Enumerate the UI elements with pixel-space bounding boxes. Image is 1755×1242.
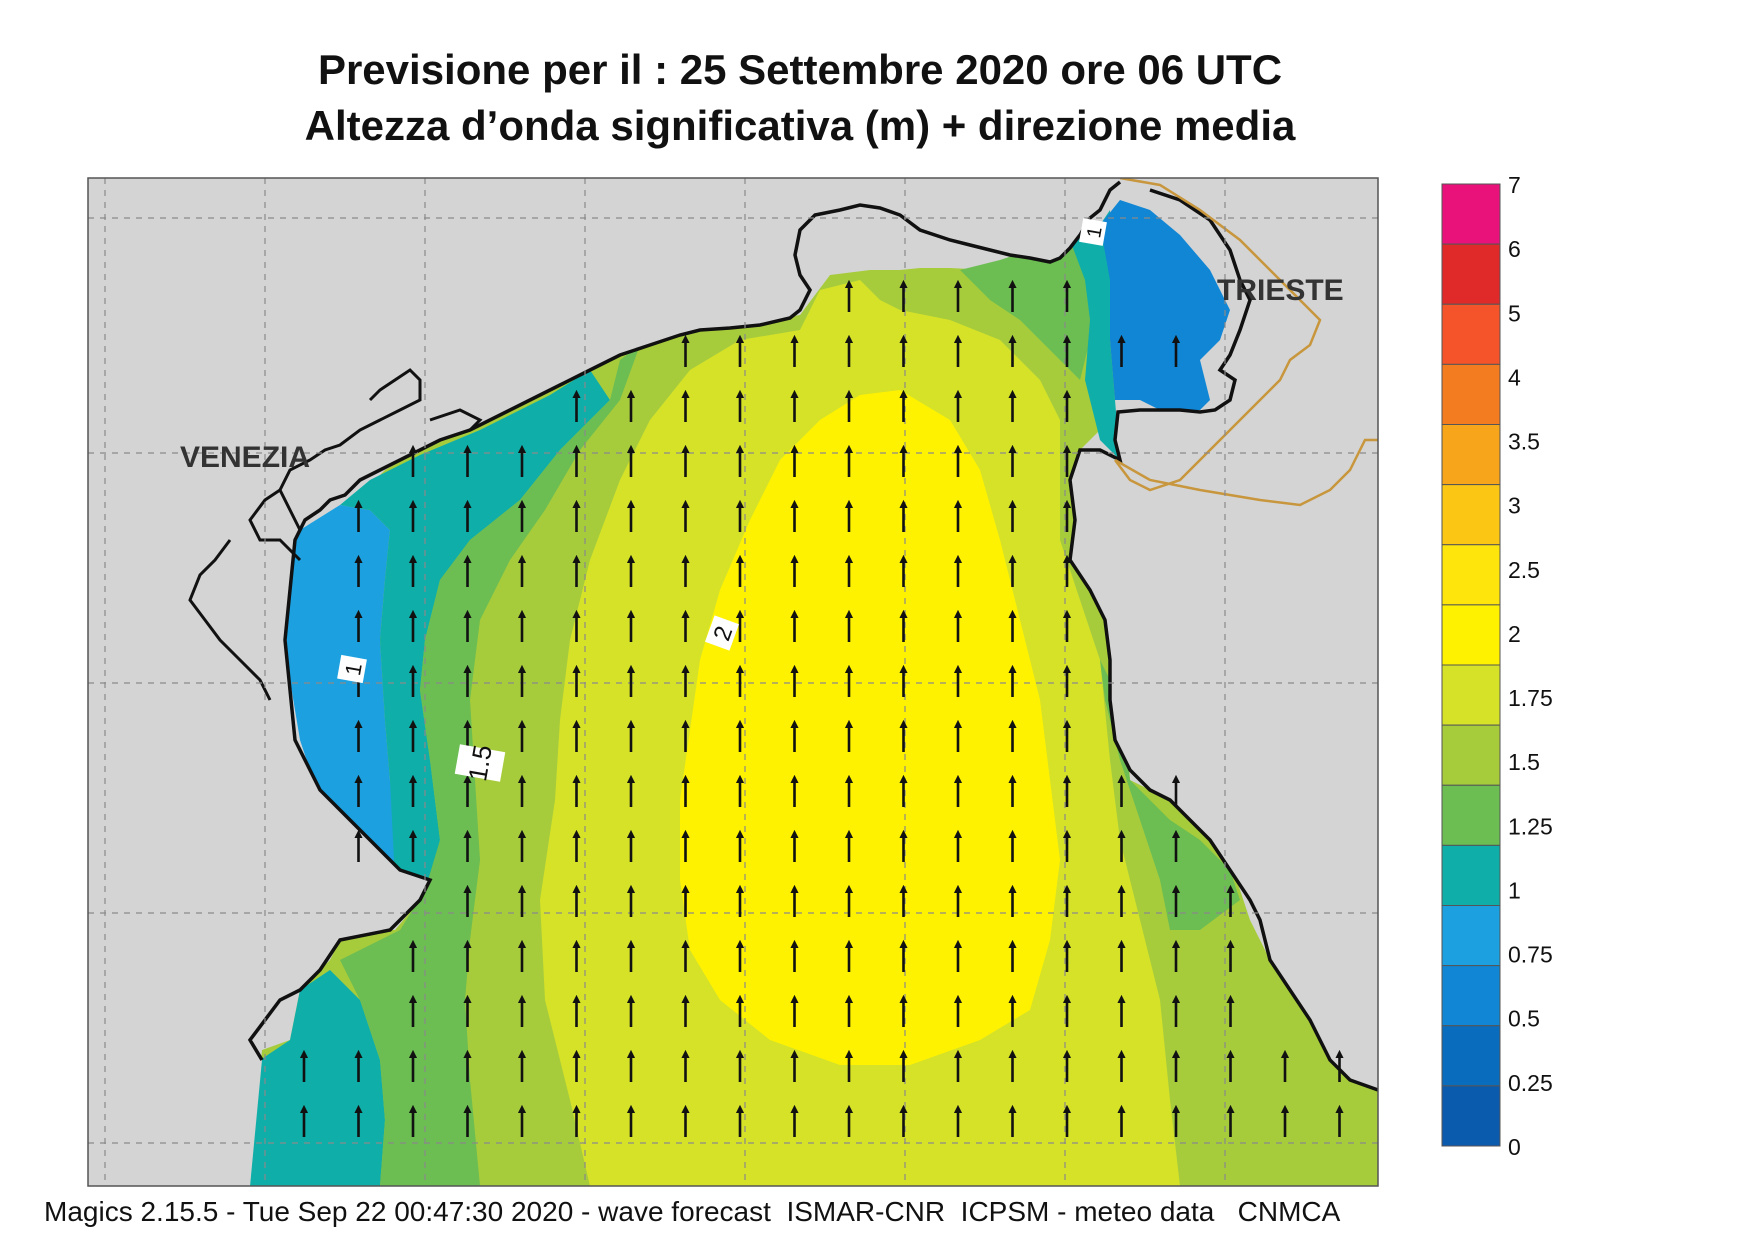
title-line-2: Altezza d’onda significativa (m) + direz… [304, 102, 1296, 149]
venice-lagoon [188, 368, 483, 701]
contour-value: 1.5 [462, 743, 498, 784]
colorbar-segment [1441, 905, 1501, 967]
colorbar-tick-label: 7 [1508, 172, 1521, 198]
colorbar-tick-label: 2 [1508, 621, 1521, 647]
place-label-trieste: TRIESTE [1217, 274, 1344, 307]
sea-band-2-2.5 [680, 390, 1060, 1065]
colorbar-tick-label: 1.25 [1508, 813, 1553, 839]
colorbar-segment [1441, 544, 1501, 606]
sea-band-1-1.25 [340, 370, 610, 900]
land-east [1070, 178, 1378, 1090]
colorbar-tick-label: 0 [1508, 1134, 1521, 1160]
colorbar-segment [1441, 1085, 1501, 1147]
colorbar-legend: 7 6 5 4 3.5 3 2.5 2 1.75 1.5 1.25 1 0.75 0.5 0.25 0 [1441, 172, 1553, 1160]
colorbar-segment [1441, 844, 1501, 906]
sea-band-1.25-1.5-ne [960, 240, 1090, 380]
colorbar-segment [1441, 1025, 1501, 1087]
land [88, 178, 1378, 1186]
colorbar-tick-label: 4 [1508, 364, 1521, 390]
colorbar-segment [1441, 484, 1501, 546]
colorbar-tick-label: 3.5 [1508, 429, 1540, 455]
contour-label-1-northeast: 1 [1079, 218, 1107, 246]
colorbar-tick-label: 2.5 [1508, 557, 1540, 583]
wave-direction-arrows [299, 279, 1344, 1137]
colorbar-tick-label: 6 [1508, 236, 1521, 262]
colorbar-segment [1441, 965, 1501, 1027]
border-line-2 [1114, 438, 1378, 507]
coastline [247, 180, 1378, 1092]
colorbar-segment [1441, 183, 1501, 245]
contour-value: 1 [1083, 225, 1107, 240]
sea-band-0.75-1 [285, 505, 425, 900]
contour-label-2: 2 [704, 615, 740, 651]
place-label-venezia: VENEZIA [180, 441, 310, 474]
colorbar-tick-label: 0.75 [1508, 942, 1553, 968]
graticule [88, 178, 1378, 1186]
colorbar-tick-label: 0.25 [1508, 1070, 1553, 1096]
title-line-1: Previsione per il : 25 Settembre 2020 or… [317, 46, 1283, 93]
colorbar-tick-label: 1 [1508, 877, 1521, 903]
footer-credits: Magics 2.15.5 - Tue Sep 22 00:47:30 2020… [44, 1196, 1341, 1227]
colorbar-tick-label: 0.5 [1508, 1006, 1540, 1032]
border-line [1114, 178, 1322, 492]
colorbar-segment [1441, 664, 1501, 726]
contour-label-1-west: 1 [337, 654, 367, 684]
sea-band-1-1.25-sw [250, 970, 385, 1186]
colorbar-segment [1441, 724, 1501, 786]
colorbar-segment [1441, 363, 1501, 425]
map-area [88, 178, 1378, 1186]
contour-label-1.5: 1.5 [454, 743, 506, 784]
sea-band-1.25-1.5 [340, 345, 640, 1186]
colorbar-segment [1441, 784, 1501, 846]
sea-band-1-1.25-ne [1070, 210, 1120, 460]
map-frame [87, 177, 1379, 1187]
contour-value: 1 [340, 661, 367, 677]
sea-band-0.5-1-ne [1100, 200, 1230, 410]
sea-band-1.25-1.5-e [1100, 660, 1240, 930]
colorbar-tick-label: 1.75 [1508, 685, 1553, 711]
colorbar-tick-label: 3 [1508, 493, 1521, 519]
colorbar-segment [1441, 303, 1501, 365]
colorbar-tick-label: 5 [1508, 300, 1521, 326]
colorbar-segment [1441, 424, 1501, 486]
colorbar-segment [1441, 604, 1501, 666]
colorbar-tick-label: 1.5 [1508, 749, 1540, 775]
land-west [88, 178, 1130, 1186]
colorbar-segment [1441, 243, 1501, 305]
